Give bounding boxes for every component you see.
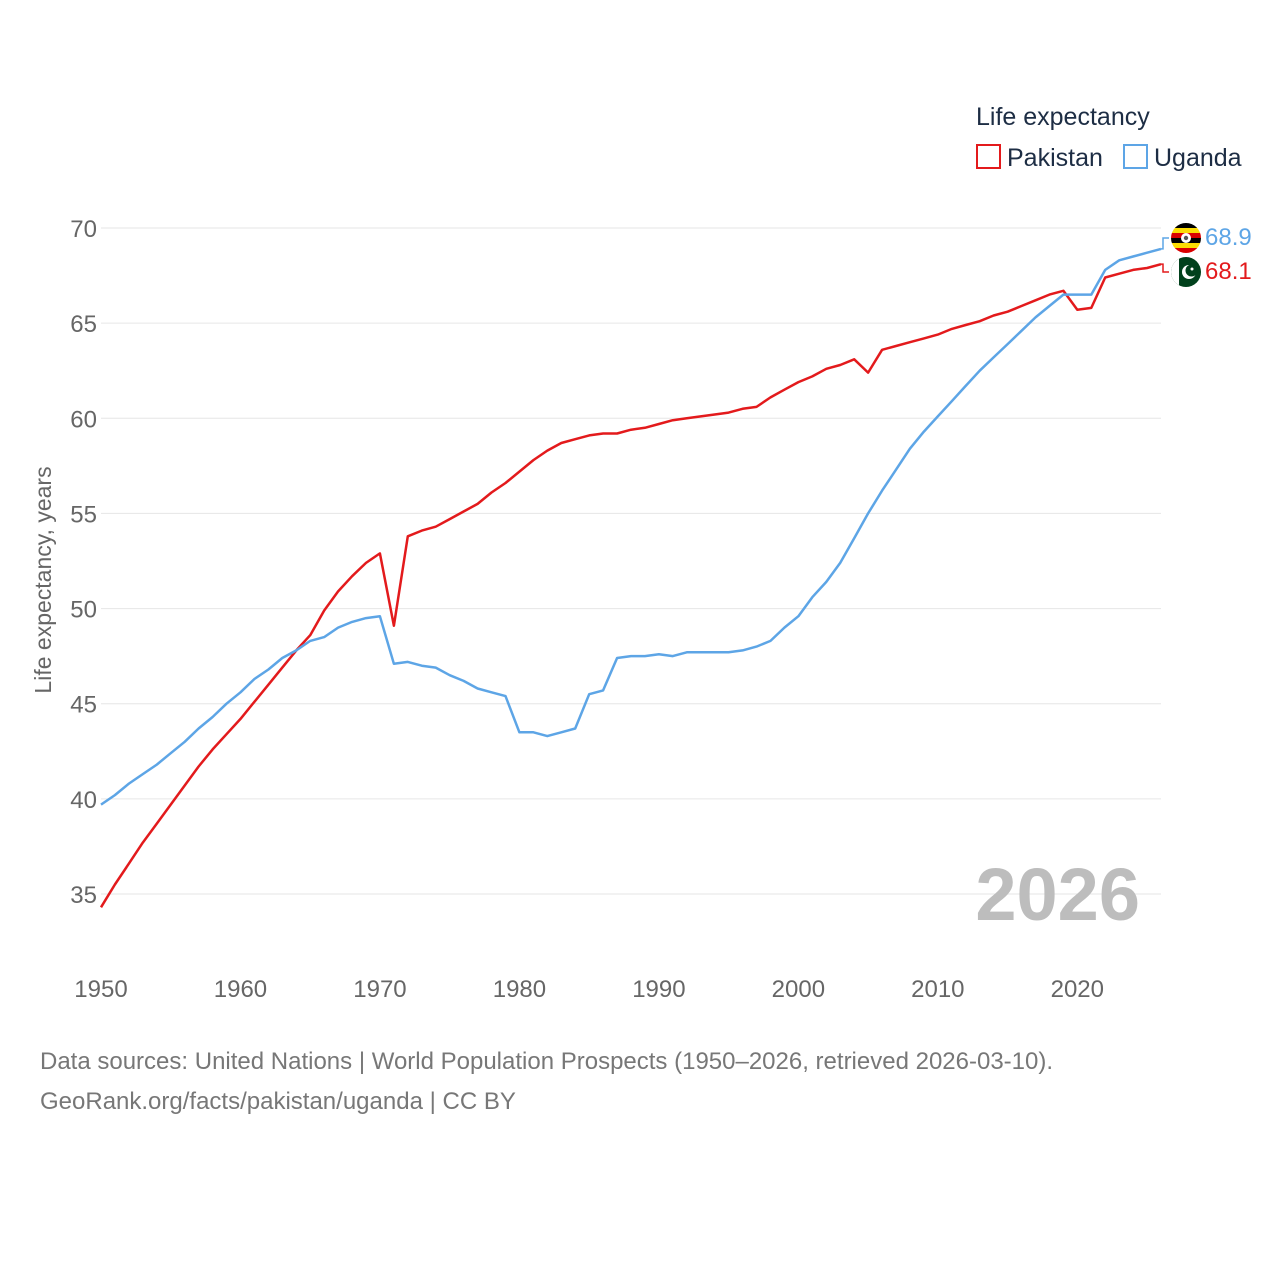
gridlines (101, 227, 1161, 895)
uganda-flag-icon (1171, 223, 1201, 253)
y-tick-label: 65 (70, 311, 97, 338)
current-year-label: 2026 (975, 853, 1140, 936)
x-tick-label: 1980 (493, 976, 546, 1003)
x-tick-label: 1990 (632, 976, 685, 1003)
line-chart: 35 40 45 50 55 60 65 70 1950 1960 1970 1980 1990 200… (30, 103, 1252, 1003)
series-line-uganda[interactable] (100, 247, 1162, 806)
data-sources-note: Data sources: United Nations | World Pop… (40, 1048, 1054, 1075)
x-tick-label: 2010 (911, 976, 964, 1003)
legend-swatch-pakistan (976, 144, 1001, 169)
legend-label-pakistan: Pakistan (1007, 144, 1103, 172)
x-axis: 1950 1960 1970 1980 1990 2000 2010 2020 (74, 976, 1104, 1003)
legend-item-pakistan[interactable]: Pakistan (976, 144, 1103, 172)
y-tick-label: 55 (70, 501, 97, 528)
credit-link[interactable]: GeoRank.org/facts/pakistan/uganda | CC B… (40, 1088, 516, 1115)
y-tick-label: 70 (70, 216, 97, 243)
y-tick-label: 50 (70, 597, 97, 624)
x-tick-label: 1960 (214, 976, 267, 1003)
pakistan-end-value: 68.1 (1205, 258, 1252, 285)
legend-title: Life expectancy (976, 103, 1150, 131)
y-axis: 35 40 45 50 55 60 65 70 (70, 216, 97, 909)
pakistan-flag-icon (1171, 257, 1201, 287)
y-axis-label: Life expectancy, years (30, 466, 56, 693)
pakistan-connector (1161, 263, 1169, 273)
uganda-end-value: 68.9 (1205, 224, 1252, 251)
y-tick-label: 35 (70, 882, 97, 909)
end-labels: 68.9 68.1 (1161, 223, 1252, 287)
y-tick-label: 60 (70, 406, 97, 433)
legend-item-uganda[interactable]: Uganda (1123, 144, 1242, 172)
x-tick-label: 1950 (74, 976, 127, 1003)
x-tick-label: 2000 (772, 976, 825, 1003)
x-tick-label: 2020 (1051, 976, 1104, 1003)
legend-label-uganda: Uganda (1154, 144, 1242, 172)
uganda-connector (1161, 237, 1169, 250)
footer: Data sources: United Nations | World Pop… (40, 1042, 1260, 1122)
series-lines (99, 247, 1162, 908)
x-tick-label: 1970 (353, 976, 406, 1003)
y-tick-label: 40 (70, 787, 97, 814)
legend: Life expectancy Pakistan Uganda (976, 103, 1242, 172)
legend-swatch-uganda (1123, 144, 1148, 169)
series-line-pakistan[interactable] (99, 262, 1162, 908)
y-tick-label: 45 (70, 692, 97, 719)
